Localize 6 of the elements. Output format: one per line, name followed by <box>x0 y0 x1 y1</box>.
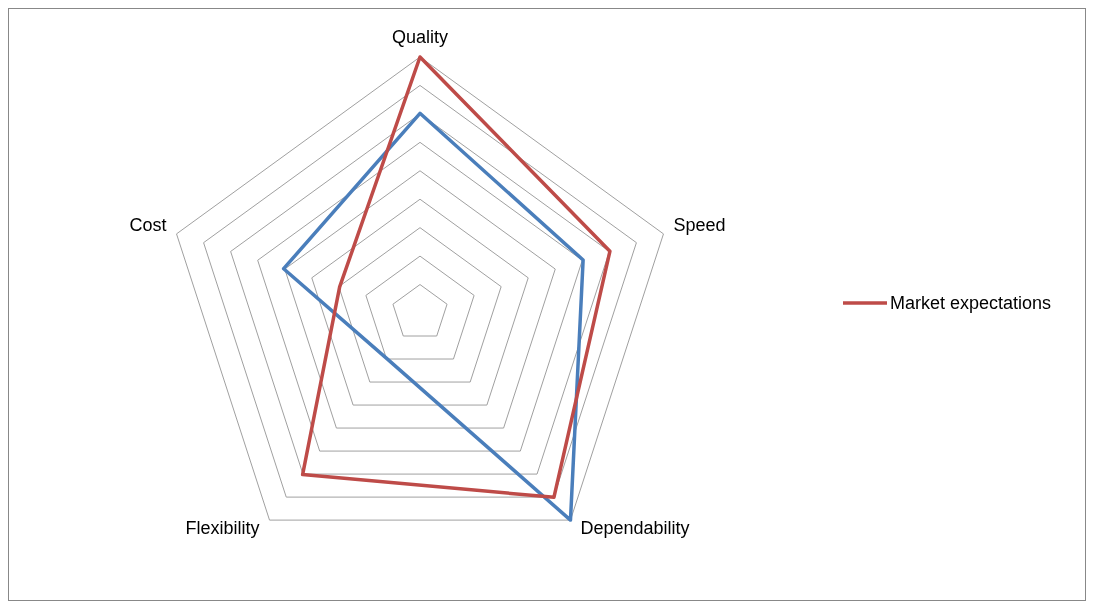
legend-label: Market expectations <box>890 293 1052 313</box>
spoke-label: Dependability <box>580 518 690 539</box>
spoke-label: Speed <box>673 214 726 235</box>
spoke-label: Cost <box>129 214 167 235</box>
spoke-label: Quality <box>391 27 449 47</box>
spoke-label: Flexibility <box>185 518 260 539</box>
